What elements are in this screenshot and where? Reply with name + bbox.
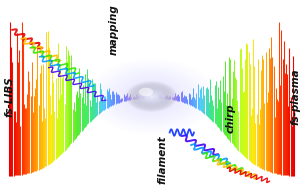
Circle shape — [133, 85, 170, 108]
Circle shape — [138, 89, 165, 104]
Circle shape — [140, 90, 163, 103]
Circle shape — [137, 88, 166, 105]
Circle shape — [150, 95, 153, 98]
Circle shape — [127, 82, 176, 111]
Circle shape — [126, 81, 177, 112]
Circle shape — [136, 88, 167, 105]
Circle shape — [143, 91, 160, 102]
Circle shape — [149, 95, 154, 98]
Circle shape — [135, 86, 168, 107]
Circle shape — [145, 93, 158, 100]
Text: mapping: mapping — [108, 5, 119, 55]
Circle shape — [146, 93, 157, 100]
Circle shape — [139, 89, 164, 104]
Circle shape — [147, 94, 156, 99]
Circle shape — [148, 94, 155, 99]
Circle shape — [130, 84, 173, 109]
Circle shape — [128, 83, 175, 110]
Circle shape — [135, 87, 168, 106]
Circle shape — [142, 91, 161, 102]
Circle shape — [132, 85, 171, 108]
Circle shape — [141, 90, 162, 103]
Circle shape — [131, 84, 172, 109]
Text: chirp: chirp — [225, 103, 235, 133]
Circle shape — [144, 92, 159, 101]
Circle shape — [134, 86, 169, 107]
Text: filament: filament — [157, 135, 167, 184]
Circle shape — [128, 82, 175, 111]
Circle shape — [151, 96, 152, 97]
Circle shape — [129, 83, 174, 110]
Circle shape — [139, 88, 153, 96]
Text: fs-plasma: fs-plasma — [290, 68, 301, 125]
Text: fs-LIBS: fs-LIBS — [4, 76, 14, 117]
Circle shape — [145, 92, 158, 101]
